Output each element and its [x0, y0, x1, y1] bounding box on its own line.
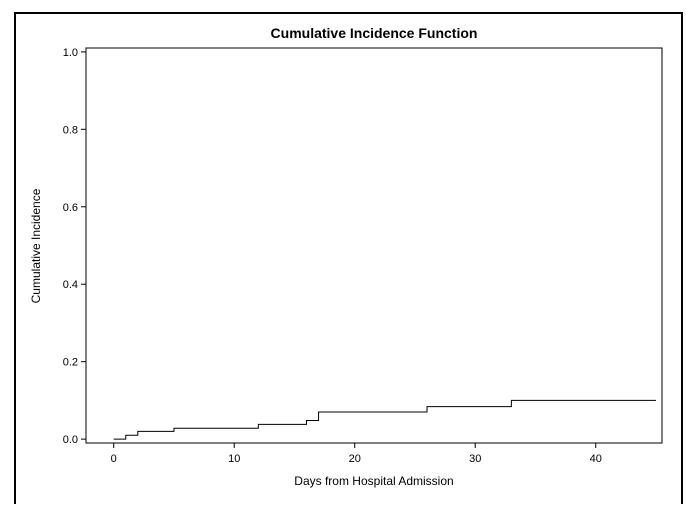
x-tick-label: 30: [469, 453, 481, 465]
y-tick-label: 0.0: [63, 434, 78, 446]
x-tick-label: 10: [228, 453, 240, 465]
plot-area: [85, 47, 663, 444]
x-axis: 0 10 20 30 40: [111, 443, 602, 465]
cumulative-incidence-line: [113, 399, 656, 440]
y-tick-label: 0.4: [63, 279, 78, 291]
x-tick-label: 40: [590, 453, 602, 465]
y-axis-label: Cumulative Incidence: [29, 188, 43, 303]
chart-frame: [14, 12, 683, 504]
x-axis-label: Days from Hospital Admission: [294, 474, 453, 488]
chart-title: Cumulative Incidence Function: [271, 25, 478, 41]
y-tick-label: 1.0: [63, 47, 78, 59]
y-axis: 0.0 0.2 0.4 0.6 0.8 1.0: [63, 47, 86, 446]
y-tick-label: 0.8: [63, 124, 78, 136]
x-tick-label: 20: [349, 453, 361, 465]
y-tick-label: 0.2: [63, 357, 78, 369]
y-tick-label: 0.6: [63, 202, 78, 214]
x-tick-label: 0: [111, 453, 117, 465]
